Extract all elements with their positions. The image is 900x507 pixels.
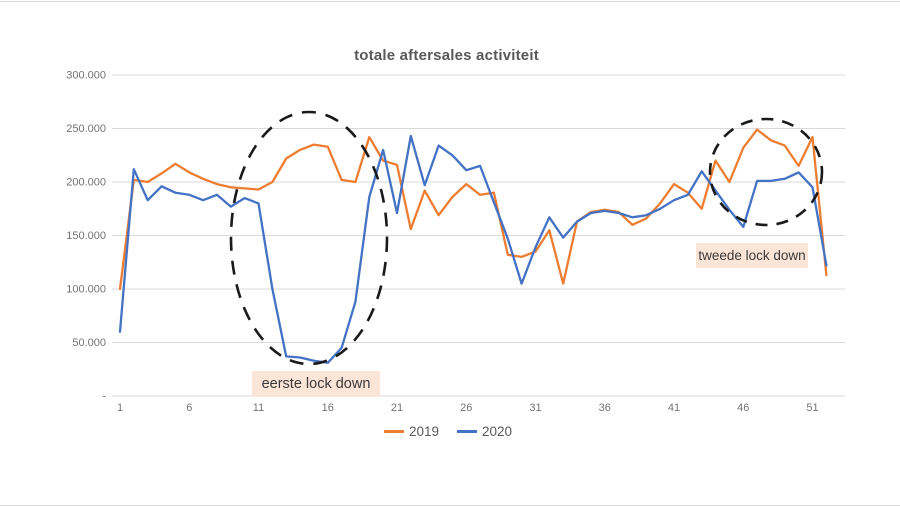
x-axis-tick-label: 6 [186, 402, 192, 414]
legend-item-2019: 2019 [383, 424, 439, 439]
gridlines [112, 74, 845, 397]
x-axis-tick-label: 36 [599, 402, 611, 414]
y-axis-tick-labels: - 50.000 100.000 150.000 200.000 250.000 300.0… [66, 70, 106, 403]
x-axis-tick-label: 11 [253, 402, 264, 414]
chart-legend: 2019 2020 [0, 424, 896, 439]
series-2020-line [118, 134, 828, 364]
y-axis-tick-label: - [102, 391, 106, 403]
first-lockdown-label: eerste lock down [252, 371, 380, 397]
x-axis-tick-label: 41 [668, 402, 680, 414]
x-axis-tick-labels: 1 6 11 16 21 26 31 36 41 46 51 [117, 402, 819, 414]
page-border-top [0, 1, 900, 2]
legend-label-2020: 2020 [482, 424, 513, 439]
x-axis-tick-label: 31 [529, 402, 541, 414]
y-axis-tick-label: 250.000 [66, 123, 106, 135]
second-lockdown-label: tweede lock down [696, 243, 808, 268]
data-series [118, 128, 828, 364]
second-lockdown-circle [708, 117, 824, 227]
x-axis-tick-label: 46 [737, 402, 749, 414]
legend-item-2020: 2020 [457, 424, 512, 439]
y-axis-tick-label: 200.000 [66, 177, 106, 189]
x-axis-tick-label: 26 [460, 402, 472, 414]
legend-swatch-2020 [457, 430, 477, 433]
y-axis-tick-label: 100.000 [66, 284, 106, 296]
series-2019-line [118, 128, 828, 291]
page-border-bottom [0, 505, 900, 506]
legend-label-2019: 2019 [408, 424, 439, 439]
x-axis-tick-label: 51 [806, 402, 818, 414]
x-axis-tick-label: 16 [322, 402, 334, 414]
x-axis-tick-label: 21 [391, 402, 403, 414]
x-axis-tick-label: 1 [117, 402, 123, 414]
y-axis-tick-label: 50.000 [72, 337, 106, 349]
legend-swatch-2019 [383, 430, 404, 433]
chart-title: totale aftersales activiteit [354, 47, 539, 64]
y-axis-tick-label: 150.000 [66, 230, 106, 242]
y-axis-tick-label: 300.000 [66, 70, 106, 82]
first-lockdown-circle [229, 110, 389, 366]
